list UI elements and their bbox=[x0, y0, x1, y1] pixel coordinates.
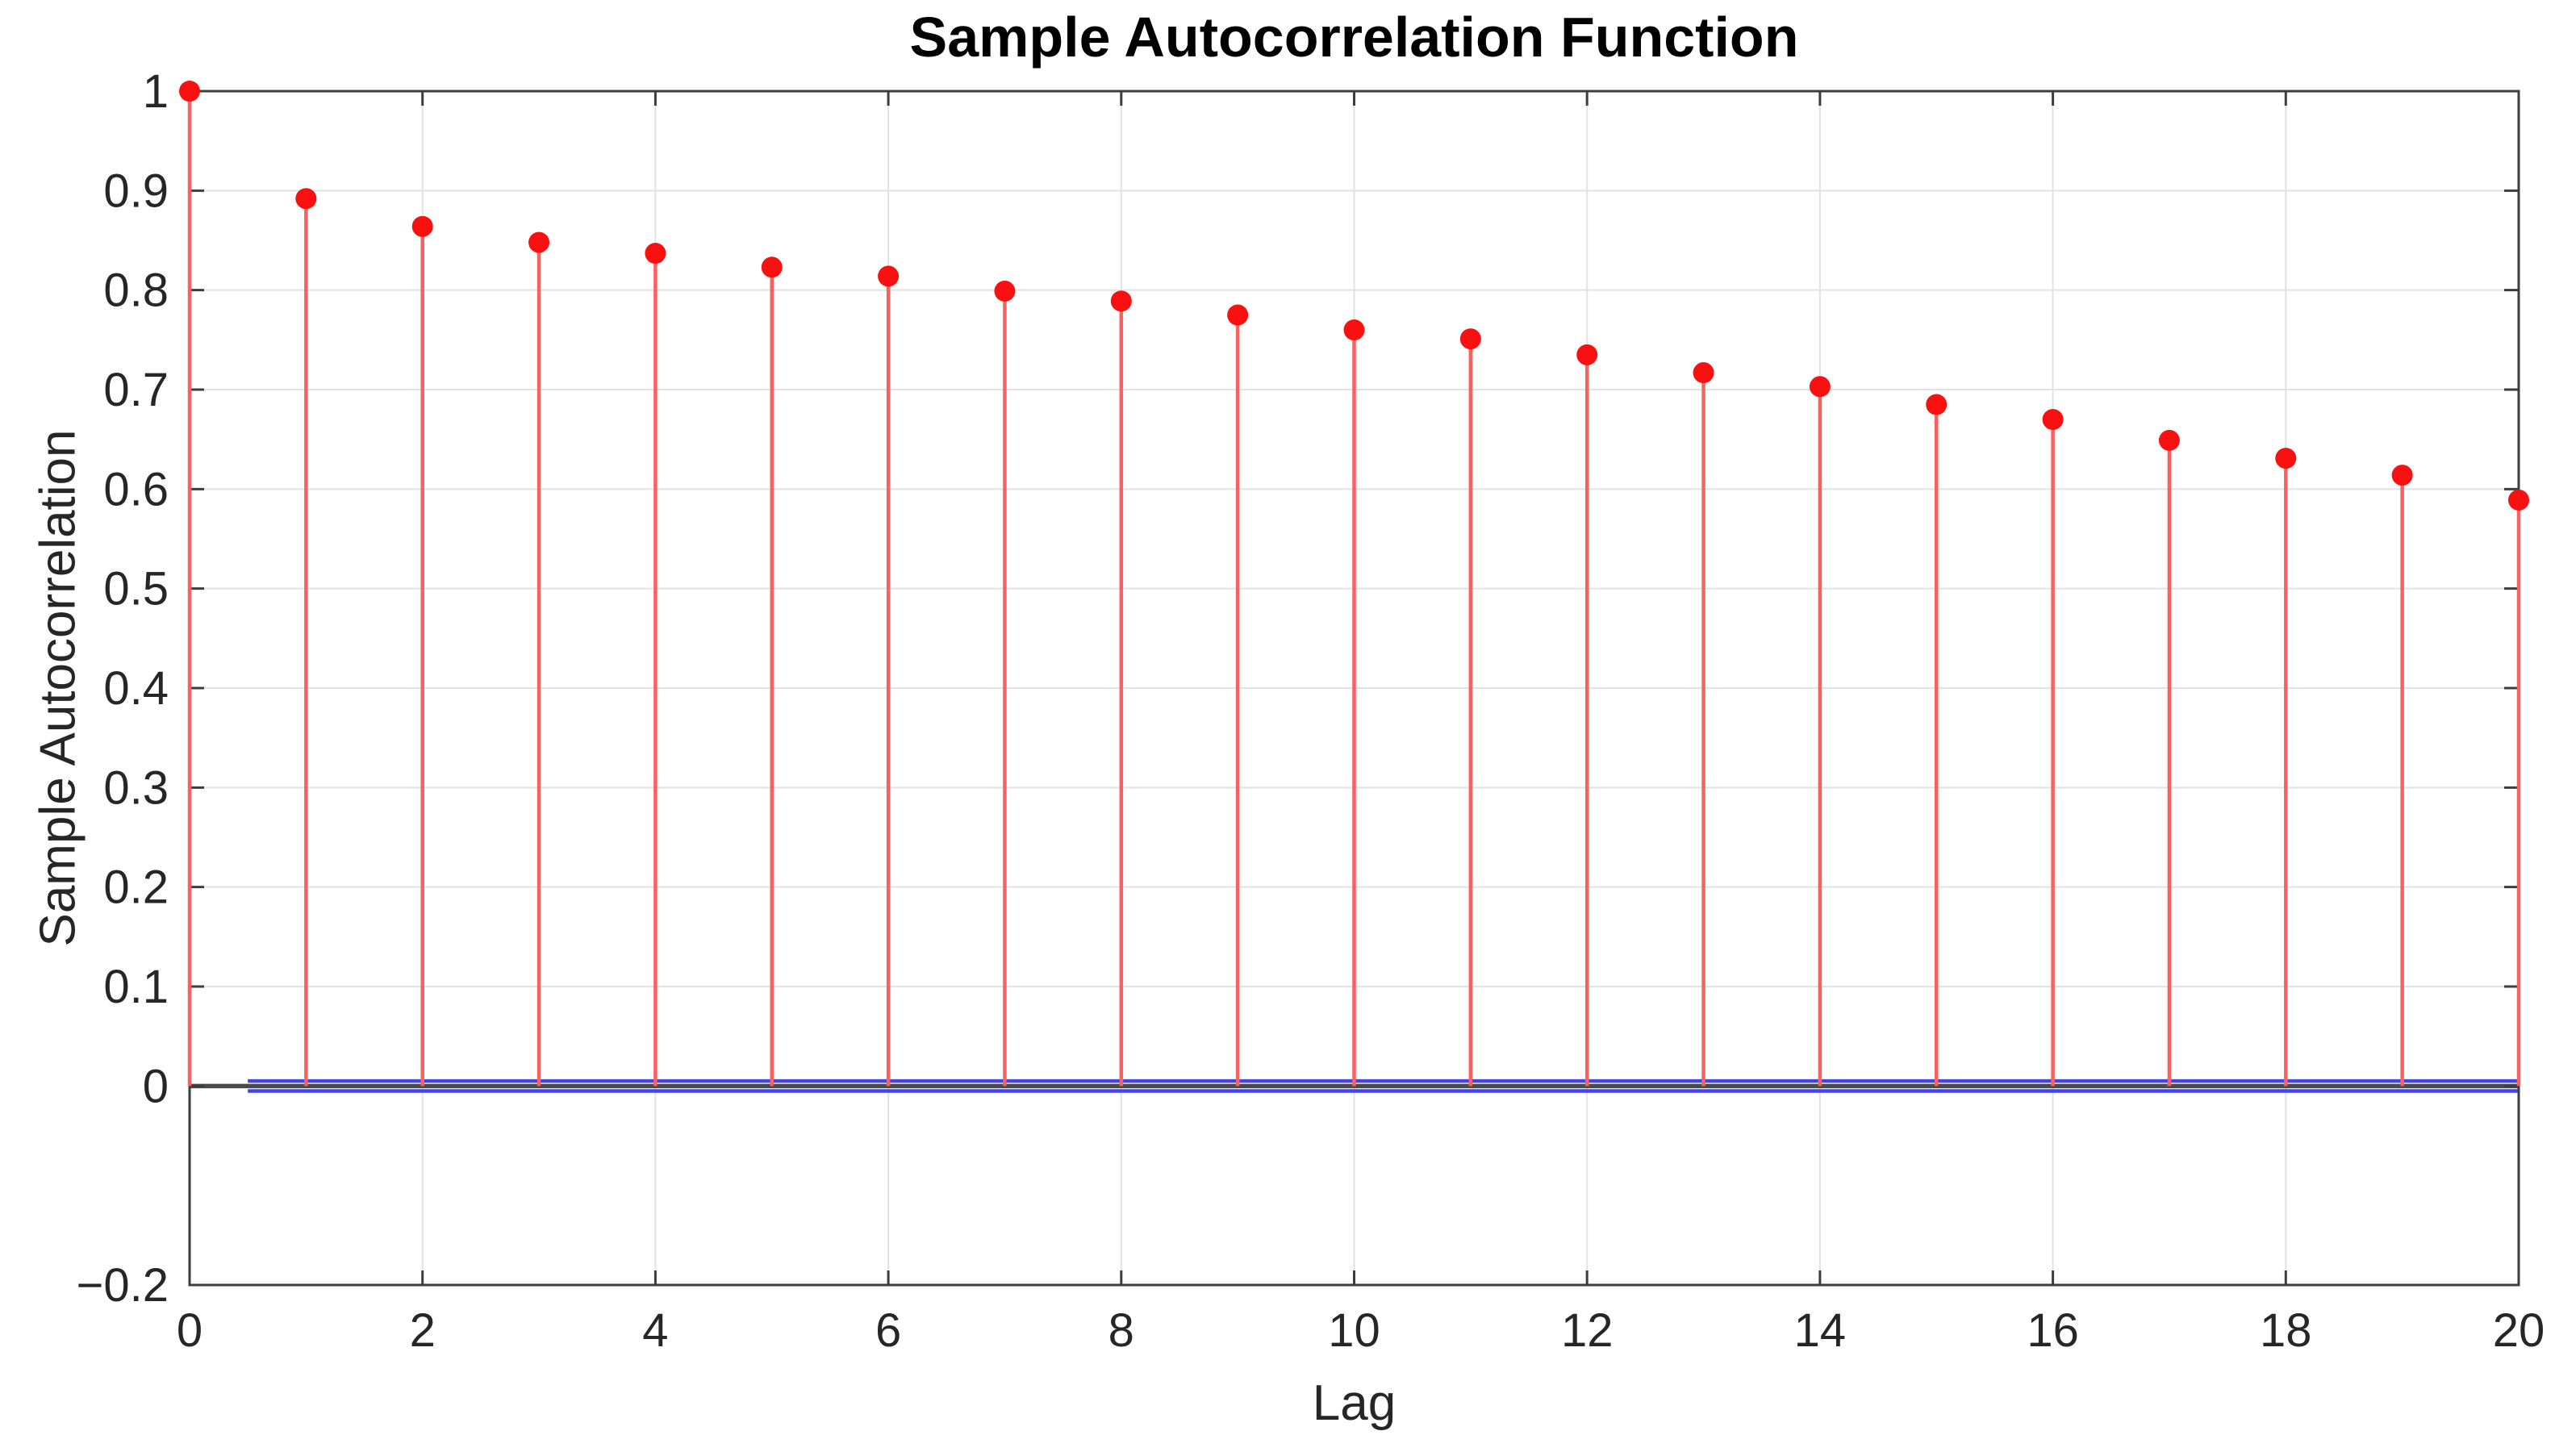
x-tick-label: 8 bbox=[1108, 1304, 1134, 1357]
y-tick-labels: 1 0.9 0.8 0.7 0.6 0.5 0.4 0.3 0.2 0.1 0 −0.2 bbox=[77, 65, 169, 1312]
y-tick-label: 0.1 bbox=[103, 961, 169, 1013]
x-tick-label: 16 bbox=[2027, 1304, 2079, 1357]
stems bbox=[187, 91, 2521, 1087]
acf-marker-lag-5 bbox=[761, 257, 783, 278]
acf-marker-lag-10 bbox=[1343, 319, 1365, 340]
x-tick-label: 4 bbox=[642, 1304, 668, 1357]
acf-marker-lag-3 bbox=[528, 232, 550, 253]
y-tick-label: 0.8 bbox=[103, 265, 169, 317]
chart-title: Sample Autocorrelation Function bbox=[909, 6, 1799, 69]
y-tick-label: −0.2 bbox=[77, 1259, 169, 1312]
y-tick-label: 0.3 bbox=[103, 761, 169, 814]
acf-marker-lag-17 bbox=[2158, 429, 2180, 451]
x-tick-label: 12 bbox=[1561, 1304, 1614, 1357]
x-axis-title: Lag bbox=[1312, 1375, 1396, 1431]
y-tick-label: 1 bbox=[143, 65, 169, 118]
acf-marker-lag-4 bbox=[645, 243, 666, 265]
markers bbox=[179, 81, 2529, 511]
acf-marker-lag-2 bbox=[411, 215, 433, 237]
x-tick-labels: 0 2 4 6 8 10 12 14 16 18 20 bbox=[177, 1304, 2545, 1357]
y-tick-label: 0.9 bbox=[103, 165, 169, 217]
acf-marker-lag-13 bbox=[1693, 362, 1714, 384]
acf-marker-lag-14 bbox=[1809, 376, 1831, 398]
acf-marker-lag-20 bbox=[2508, 489, 2529, 511]
y-tick-label: 0.4 bbox=[103, 662, 169, 715]
y-tick-label: 0 bbox=[143, 1060, 169, 1112]
acf-marker-lag-9 bbox=[1227, 304, 1249, 326]
x-tick-label: 2 bbox=[410, 1304, 436, 1357]
acf-marker-lag-6 bbox=[878, 265, 900, 287]
acf-marker-lag-18 bbox=[2275, 448, 2297, 469]
x-tick-label: 14 bbox=[1794, 1304, 1847, 1357]
acf-marker-lag-11 bbox=[1459, 328, 1481, 350]
acf-marker-lag-0 bbox=[179, 81, 200, 102]
acf-marker-lag-16 bbox=[2042, 409, 2064, 430]
confidence-bounds bbox=[248, 1078, 2519, 1093]
y-tick-label: 0.7 bbox=[103, 364, 169, 416]
x-tick-label: 20 bbox=[2493, 1304, 2545, 1357]
x-tick-label: 0 bbox=[177, 1304, 202, 1357]
acf-marker-lag-19 bbox=[2391, 465, 2413, 486]
x-tick-label: 10 bbox=[1328, 1304, 1380, 1357]
acf-marker-lag-1 bbox=[295, 188, 317, 210]
y-tick-label: 0.5 bbox=[103, 563, 169, 615]
y-tick-label: 0.6 bbox=[103, 463, 169, 515]
acf-marker-lag-15 bbox=[1926, 394, 1948, 415]
y-tick-label: 0.2 bbox=[103, 862, 169, 914]
x-tick-label: 6 bbox=[875, 1304, 901, 1357]
acf-marker-lag-7 bbox=[994, 280, 1016, 302]
acf-marker-lag-8 bbox=[1110, 290, 1132, 312]
x-tick-label: 18 bbox=[2260, 1304, 2312, 1357]
acf-marker-lag-12 bbox=[1576, 344, 1598, 365]
